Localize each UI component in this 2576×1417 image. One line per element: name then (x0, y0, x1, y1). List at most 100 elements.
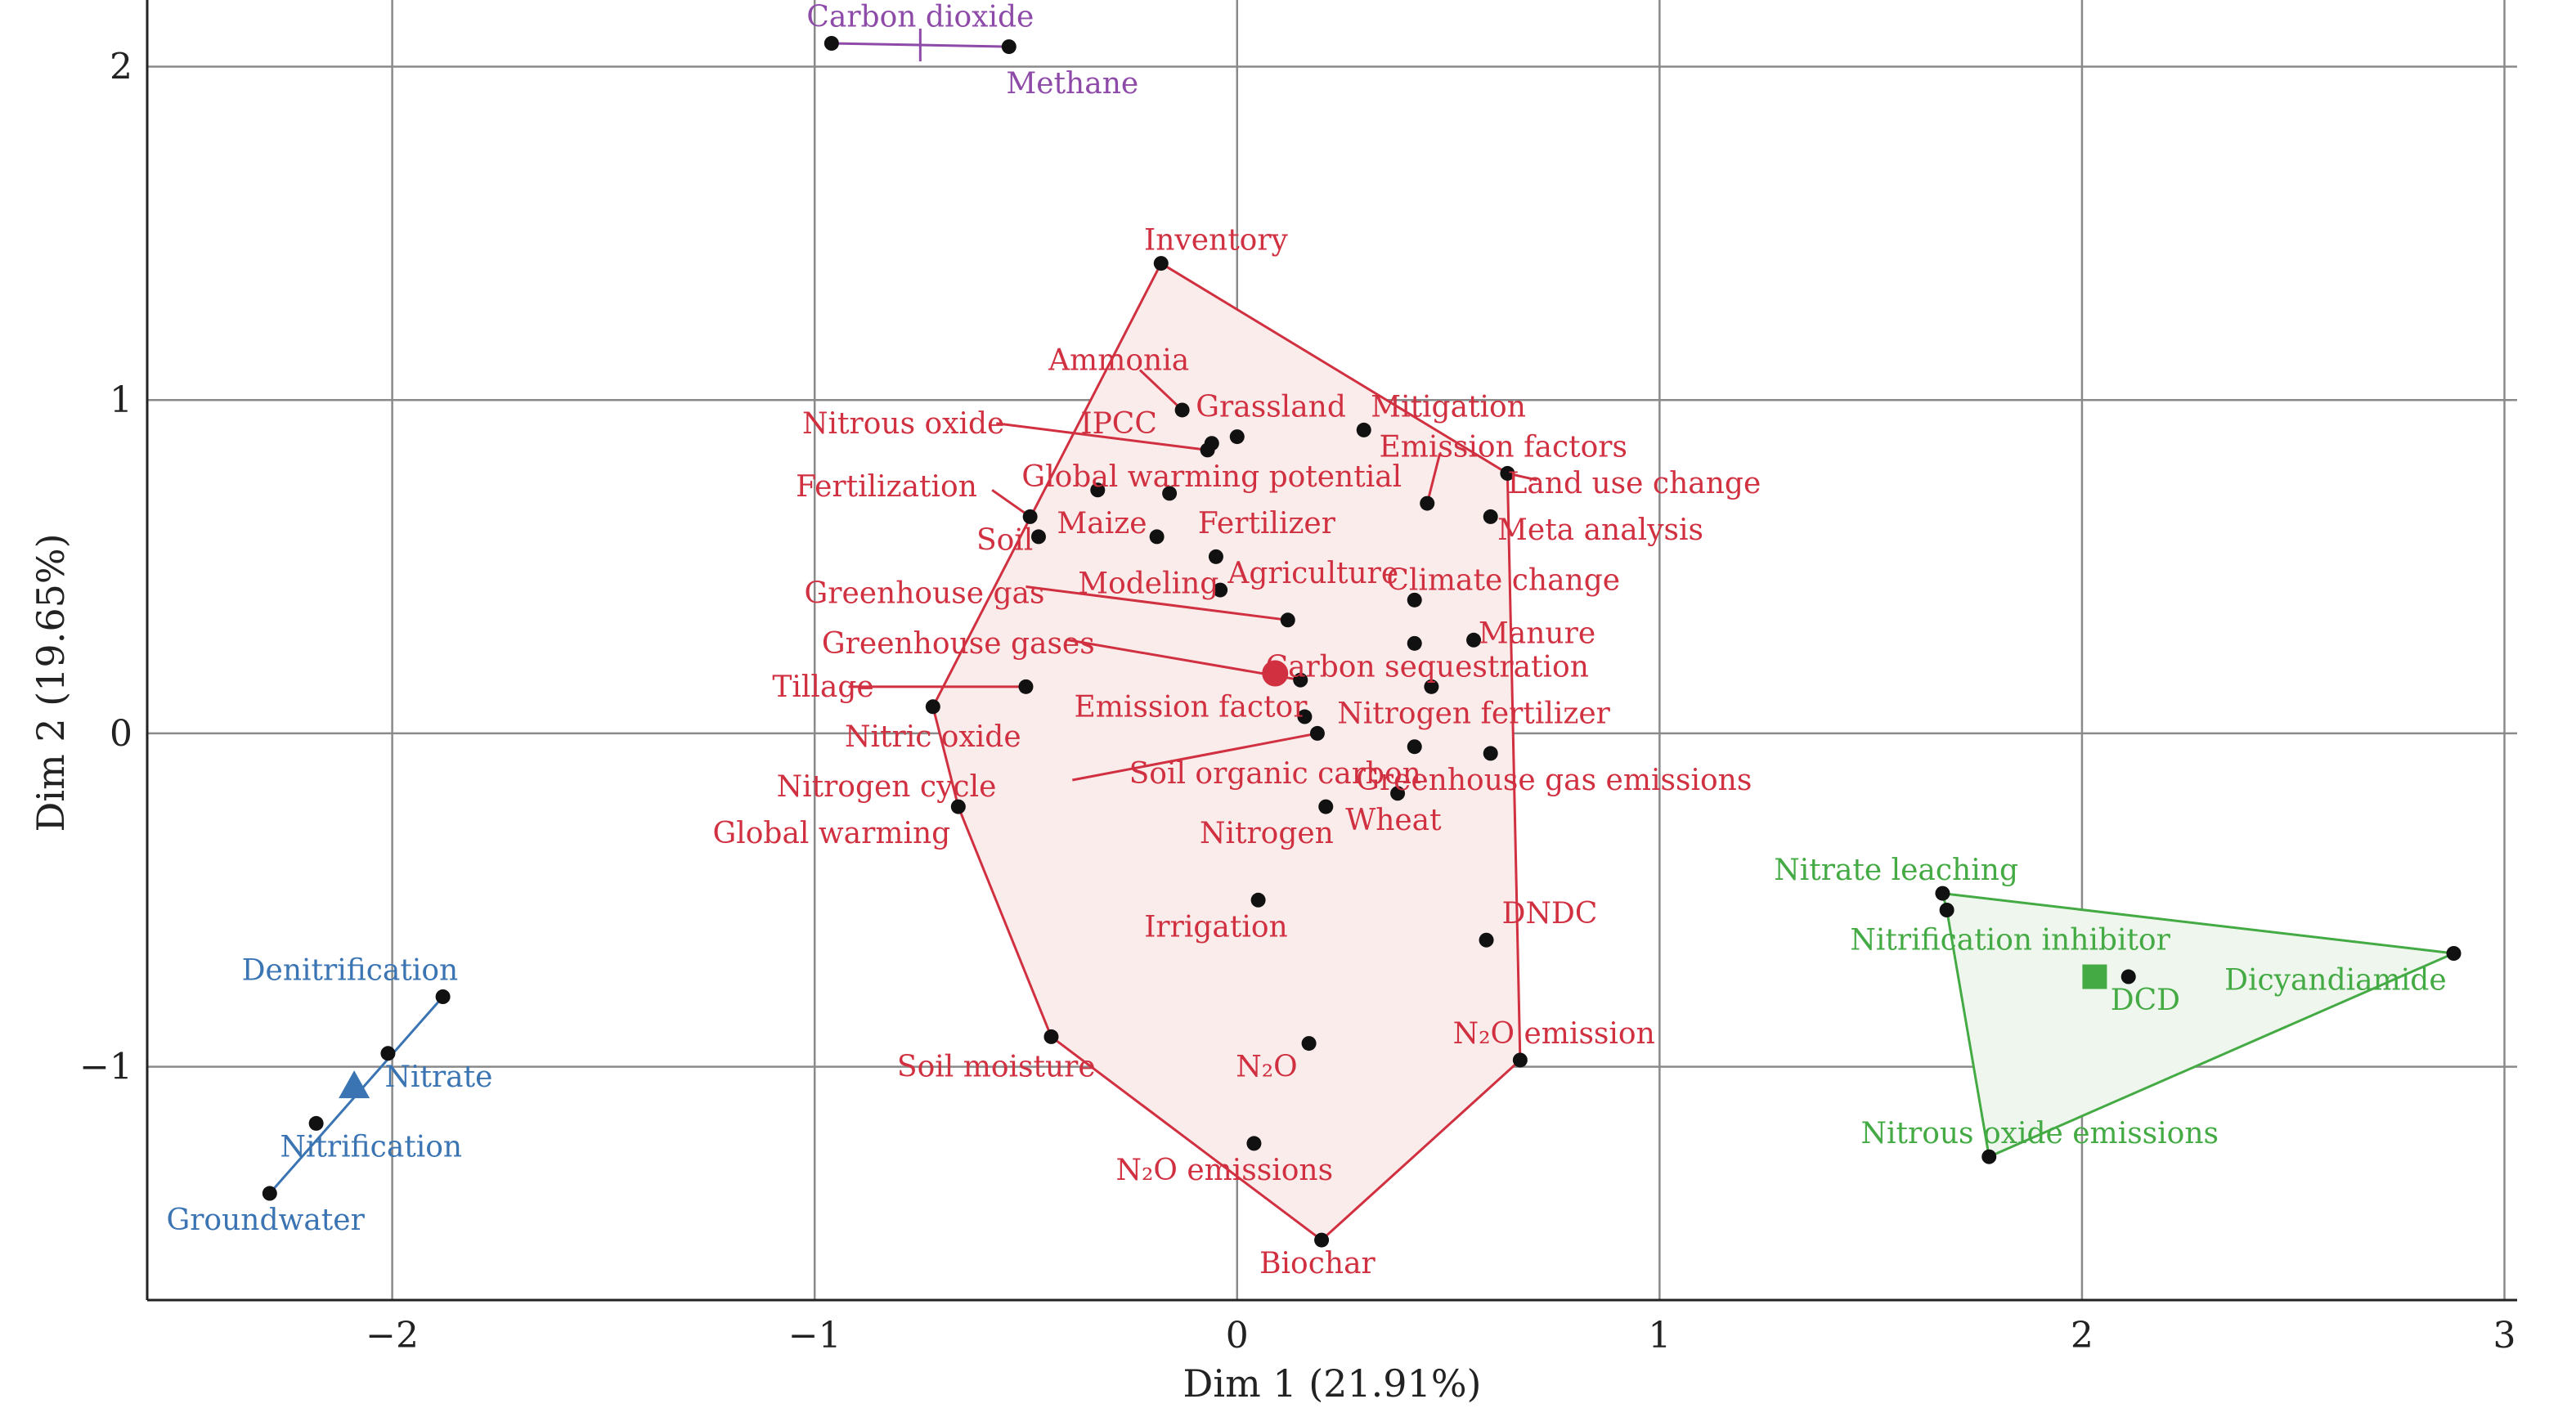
label-dcd: DCD (2111, 984, 2180, 1017)
label-nitrogen-fertilizer: Nitrogen fertilizer (1337, 697, 1610, 730)
point-n-o-emissions (1246, 1136, 1262, 1151)
label-carbon-sequestration: Carbon sequestration (1266, 650, 1589, 684)
label-nitrification-inhibitor: Nitrification inhibitor (1850, 924, 2170, 957)
label-irrigation: Irrigation (1144, 910, 1288, 944)
point-nitrogen-cycle (1309, 725, 1325, 741)
label-soil-moisture: Soil moisture (897, 1051, 1096, 1084)
label-emission-factors: Emission factors (1379, 430, 1627, 464)
point-wheat (1390, 786, 1406, 801)
label-n-o-emission: N₂O emission (1453, 1017, 1655, 1051)
point-groundwater (262, 1186, 277, 1201)
point-nitrification (308, 1115, 324, 1131)
term-labels: Carbon dioxide Methane Inventory AmmoniaGra… (166, 0, 2446, 1280)
point-nitrogen (1318, 799, 1334, 814)
y-tick-label: −1 (79, 1047, 132, 1088)
label-nitrogen: Nitrogen (1200, 817, 1334, 850)
label-greenhouse-gas: Greenhouse gas (804, 577, 1044, 611)
leader-nitrogen-cycle (1072, 732, 1318, 782)
point-emission-factor (1297, 709, 1313, 724)
point-carbon-sequestration (1407, 635, 1422, 651)
point-nitric-oxide (925, 699, 940, 715)
point-inventory (1153, 256, 1169, 271)
y-tick-label: 0 (110, 713, 132, 755)
y-tick-label: 2 (110, 47, 132, 88)
point-fertilization (1022, 509, 1038, 524)
leader-greenhouse-gas (1025, 585, 1288, 621)
point-methane (1001, 39, 1016, 55)
x-tick-label: 1 (1648, 1315, 1671, 1356)
label-grassland: Grassland (1196, 390, 1346, 424)
label-nitrate-leaching: Nitrate leaching (1774, 854, 2018, 887)
point-grassland (1229, 429, 1245, 445)
x-tick-label: 3 (2493, 1315, 2516, 1356)
label-nitrification: Nitrification (280, 1130, 462, 1164)
point-agriculture (1208, 549, 1223, 564)
label-manure: Manure (1479, 617, 1595, 651)
point-greenhouse-gas (1280, 612, 1295, 628)
y-tick-label: 1 (110, 379, 132, 421)
label-soil: Soil (976, 523, 1033, 557)
point-soil (1030, 529, 1046, 545)
label-ammonia: Ammonia (1048, 343, 1189, 377)
label-global-warming: Global warming (712, 817, 950, 850)
point-global-warming-potential (1162, 486, 1178, 501)
label-land-use-change: Land use change (1507, 467, 1761, 500)
x-tick-label: 0 (1226, 1315, 1249, 1356)
point-biochar (1314, 1232, 1330, 1248)
label-nitrous-oxide-emissions: Nitrous oxide emissions (1861, 1117, 2219, 1150)
label-groundwater: Groundwater (166, 1204, 365, 1237)
label-agriculture: Agriculture (1227, 557, 1398, 590)
point-tillage (1018, 679, 1034, 694)
label-nitrogen-cycle: Nitrogen cycle (777, 770, 997, 804)
tick-labels: −2 −1 0 1 2 3 −1 0 1 2 (79, 47, 2515, 1356)
point-dcd (2120, 969, 2136, 984)
label-methane: Methane (1006, 67, 1138, 101)
cluster-blue-centroid (339, 1070, 370, 1099)
leader-ammonia (1138, 369, 1183, 411)
label-maize: Maize (1057, 507, 1147, 540)
point-greenhouse-gases (1293, 672, 1308, 688)
point-n-o-emission (1512, 1052, 1528, 1068)
label-n-o: N₂O (1236, 1051, 1297, 1084)
point-n-o (1301, 1036, 1317, 1052)
x-tick-label: −1 (788, 1315, 841, 1356)
label-mitigation: Mitigation (1371, 390, 1526, 424)
label-fertilizer: Fertilizer (1198, 507, 1336, 540)
point-manure (1466, 632, 1482, 648)
point-nitrate (380, 1046, 396, 1061)
leader-greenhouse-gases (1067, 639, 1301, 682)
point-meta-analysis (1483, 509, 1498, 524)
point-nitrate-leaching (1935, 886, 1950, 901)
point-denitrification (435, 989, 451, 1004)
point-nitrogen-fertilizer (1424, 679, 1439, 694)
leader-emission-factors (1425, 453, 1442, 504)
leader-nitrous-oxide (996, 422, 1208, 451)
label-emission-factor: Emission factor (1074, 690, 1308, 724)
point-greenhouse-gas-emissions (1483, 746, 1498, 761)
point-ammonia (1174, 402, 1190, 418)
label-fertilization: Fertilization (796, 470, 977, 504)
point-mitigation (1356, 422, 1371, 437)
label-dicyandiamide: Dicyandiamide (2224, 964, 2447, 998)
point-emission-factors (1420, 496, 1435, 511)
label-inventory: Inventory (1144, 224, 1289, 258)
label-wheat: Wheat (1345, 804, 1442, 837)
point-soil-organic-carbon (1407, 739, 1422, 755)
point-dndc (1479, 932, 1494, 948)
point-modeling (1213, 582, 1228, 598)
label-n-o-emissions: N₂O emissions (1115, 1154, 1333, 1187)
label-global-warming-potential: Global warming potential (1021, 460, 1402, 494)
point-fertilizer (1149, 529, 1165, 545)
point-climate-change (1407, 592, 1422, 608)
point-dicyandiamide (2446, 946, 2462, 961)
label-soil-organic-carbon: Soil organic carbon (1129, 757, 1421, 791)
label-tillage: Tillage (772, 670, 873, 704)
label-modeling: Modeling (1078, 567, 1218, 600)
label-nitrous-oxide: Nitrous oxide (802, 407, 1004, 441)
point-maize (1090, 482, 1106, 498)
cluster-green-centroid (2082, 964, 2107, 989)
label-carbon-dioxide: Carbon dioxide (806, 0, 1034, 34)
label-ipcc: IPCC (1080, 407, 1157, 441)
point-global-warming (950, 799, 966, 814)
